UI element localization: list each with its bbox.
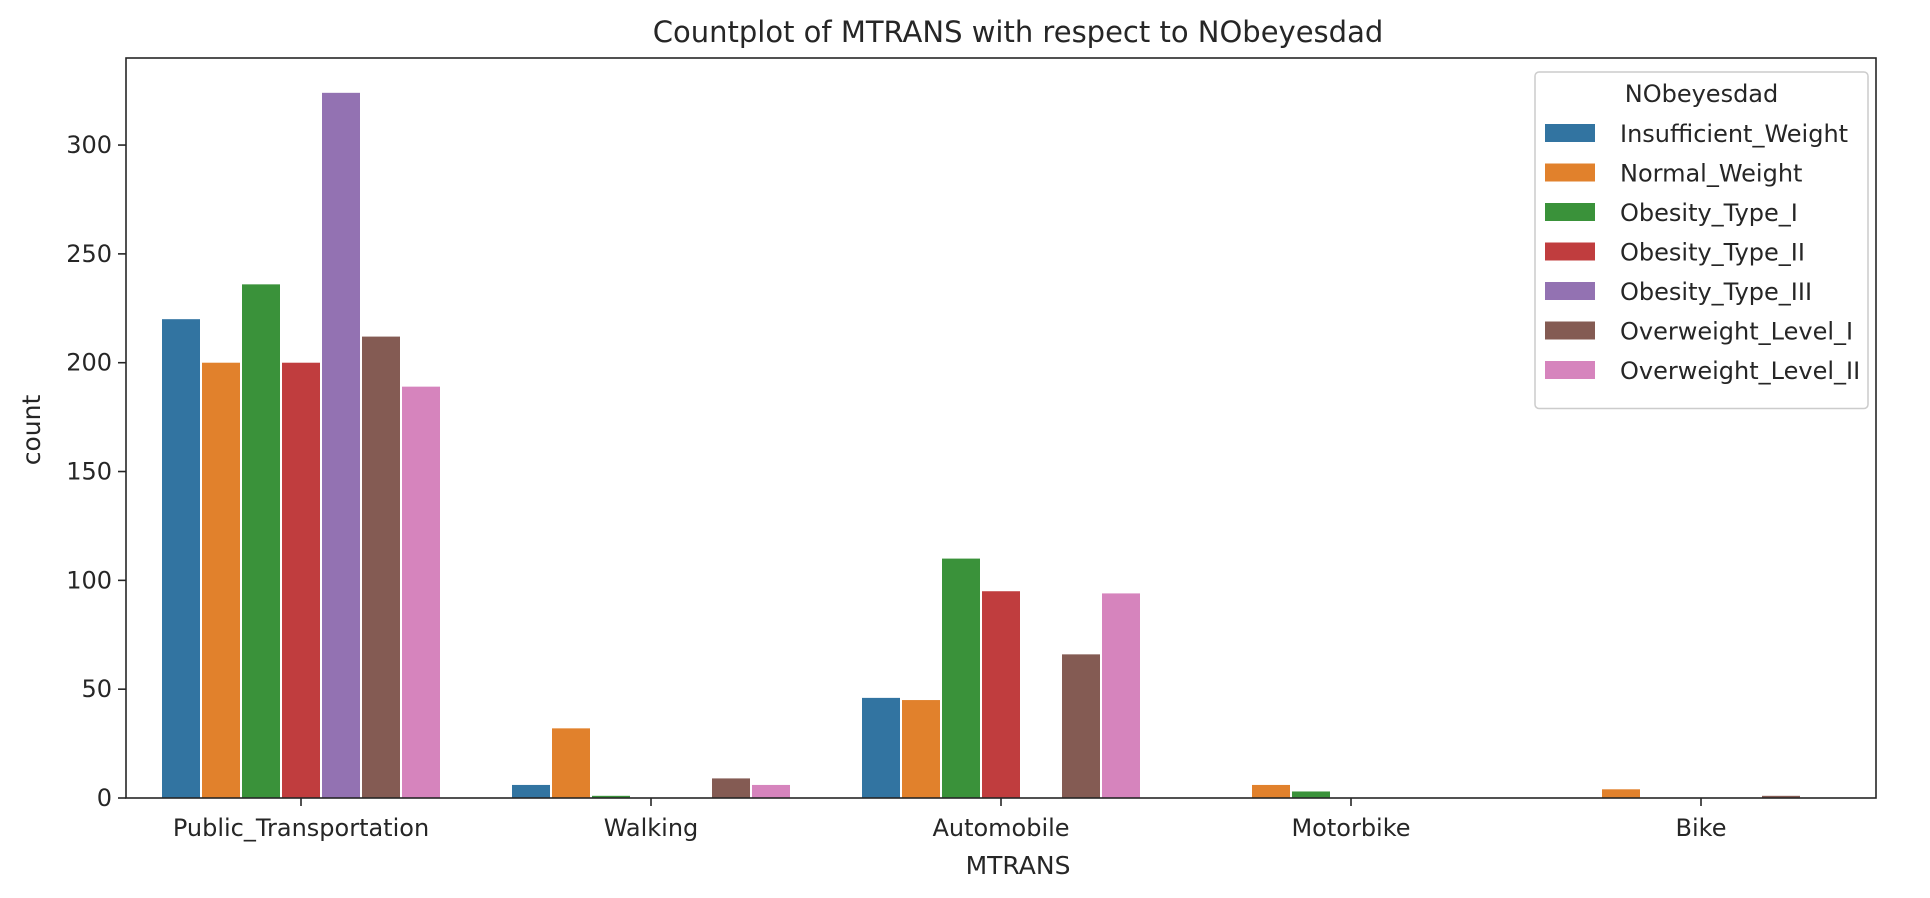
x-axis-label: MTRANS	[966, 851, 1071, 880]
bar-overweight-level-i-walking	[712, 778, 750, 798]
bar-obesity-type-i-motorbike	[1292, 791, 1330, 798]
bar-insufficient-weight-walking	[512, 784, 550, 798]
legend: NObeyesdad Insufficient_Weight Normal_Weig…	[1534, 71, 1869, 410]
legend-swatch	[1545, 282, 1595, 300]
y-tick-label: 200	[66, 349, 112, 377]
y-tick-label: 150	[66, 458, 112, 486]
legend-item-label: Overweight_Level_I	[1620, 318, 1853, 346]
bars-layer	[162, 92, 1800, 799]
bar-insufficient-weight-automobile	[862, 697, 900, 798]
legend-swatch	[1545, 124, 1595, 142]
x-tick-label: Bike	[1676, 814, 1727, 842]
legend-title: NObeyesdad	[1625, 80, 1779, 108]
axes-layer: 0 50 100 150 200 250 300 Public_Transportation W…	[66, 57, 1877, 842]
legend-swatch	[1545, 203, 1595, 221]
bar-obesity-type-i-public-transportation	[242, 284, 280, 799]
y-tick-label: 0	[97, 784, 112, 812]
bar-overweight-level-i-public-transportation	[362, 336, 400, 798]
y-tick-label: 300	[66, 131, 112, 159]
bar-normal-weight-public-transportation	[202, 362, 240, 798]
bar-normal-weight-walking	[552, 728, 590, 798]
bar-overweight-level-ii-automobile	[1102, 593, 1140, 798]
bar-overweight-level-i-bike	[1762, 795, 1800, 798]
legend-box	[1534, 71, 1869, 410]
legend-item-label: Obesity_Type_I	[1620, 199, 1798, 227]
bar-normal-weight-bike	[1602, 789, 1640, 798]
bar-overweight-level-ii-public-transportation	[402, 386, 440, 798]
bar-obesity-type-i-automobile	[942, 558, 980, 798]
bar-normal-weight-automobile	[902, 700, 940, 798]
bar-obesity-type-ii-public-transportation	[282, 362, 320, 798]
bar-normal-weight-motorbike	[1252, 784, 1290, 798]
legend-swatch	[1545, 361, 1595, 379]
bar-obesity-type-iii-public-transportation	[322, 92, 360, 798]
legend-item-label: Normal_Weight	[1620, 160, 1802, 188]
x-tick-label: Walking	[604, 814, 699, 842]
y-tick-label: 250	[66, 240, 112, 268]
legend-item-label: Insufficient_Weight	[1620, 120, 1848, 148]
legend-swatch	[1545, 242, 1595, 261]
bar-overweight-level-i-automobile	[1062, 654, 1100, 798]
y-tick-label: 100	[66, 566, 112, 594]
chart-title: Countplot of MTRANS with respect to NObe…	[653, 15, 1384, 49]
x-tick-label: Motorbike	[1291, 814, 1410, 842]
legend-swatch	[1545, 163, 1595, 182]
x-tick-label: Automobile	[932, 814, 1069, 842]
legend-item-label: Overweight_Level_II	[1620, 357, 1860, 385]
legend-swatch	[1545, 321, 1595, 340]
bar-overweight-level-ii-walking	[752, 784, 790, 798]
bar-obesity-type-i-walking	[592, 795, 630, 798]
x-tick-label: Public_Transportation	[173, 814, 429, 842]
bar-insufficient-weight-public-transportation	[162, 319, 200, 798]
y-tick-label: 50	[81, 675, 112, 703]
bar-obesity-type-ii-automobile	[982, 591, 1020, 798]
y-axis-label: count	[17, 395, 46, 466]
legend-item-label: Obesity_Type_II	[1620, 239, 1805, 267]
legend-item-label: Obesity_Type_III	[1620, 278, 1812, 306]
